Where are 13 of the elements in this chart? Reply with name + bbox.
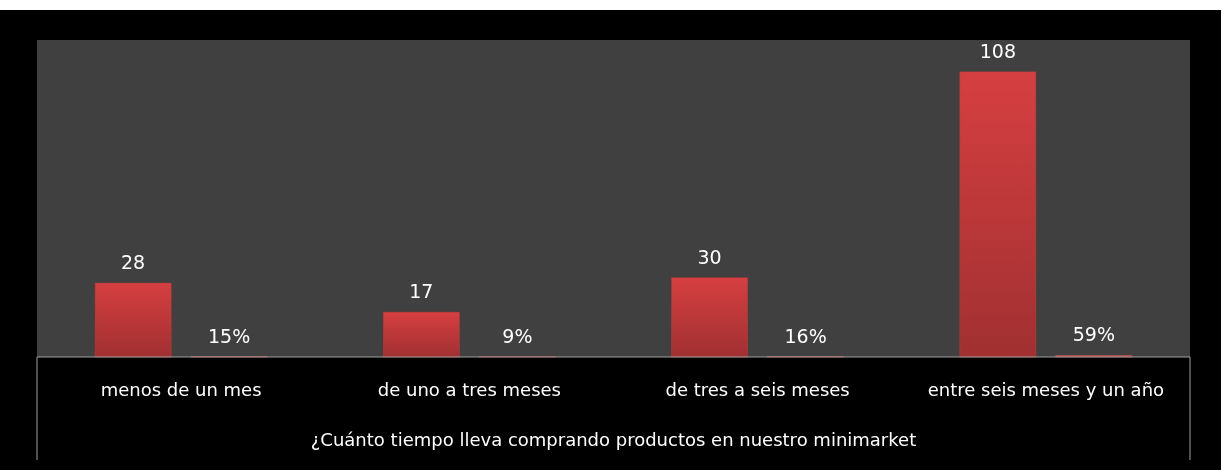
x-tick-label: de uno a tres meses xyxy=(377,379,561,400)
x-tick-label: menos de un mes xyxy=(100,379,262,400)
data-label: 9% xyxy=(502,324,533,347)
x-axis-title: ¿Cuánto tiempo lleva comprando productos en nuestro minimarket xyxy=(310,429,917,450)
data-label: 15% xyxy=(208,324,251,347)
data-label: 28 xyxy=(121,251,146,274)
x-tick-label: entre seis meses y un año xyxy=(927,379,1165,400)
data-label: 108 xyxy=(979,39,1017,62)
x-tick-label: de tres a seis meses xyxy=(665,379,850,400)
data-label: 30 xyxy=(697,245,722,268)
data-label: 16% xyxy=(784,324,827,347)
data-label: 59% xyxy=(1072,323,1115,346)
data-label: 17 xyxy=(409,280,434,303)
